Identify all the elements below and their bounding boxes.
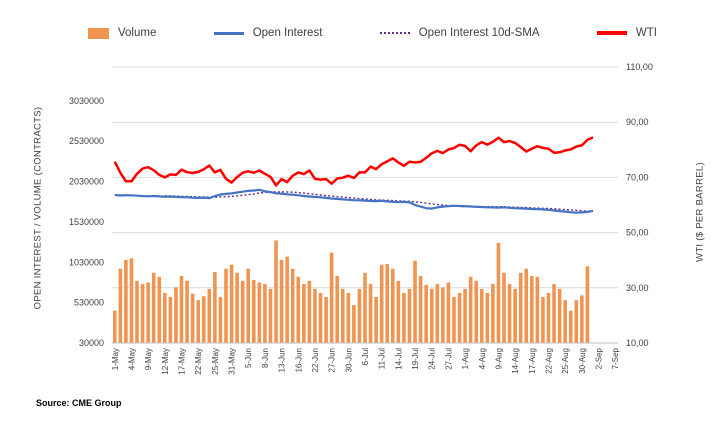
svg-text:22-Jun: 22-Jun: [311, 348, 320, 372]
legend: Volume Open Interest Open Interest 10d-S…: [88, 27, 657, 39]
right-axis-tick-labels: 110,00 90,00 70,00 50,00 30,00 10,00: [626, 62, 653, 348]
svg-text:10,00: 10,00: [626, 338, 649, 348]
wti-swatch: [596, 31, 627, 35]
svg-text:13-Jun: 13-Jun: [278, 348, 287, 372]
svg-text:17-Aug: 17-Aug: [528, 348, 537, 374]
svg-text:2030000: 2030000: [69, 177, 104, 187]
svg-text:11-Jul: 11-Jul: [378, 348, 387, 369]
svg-text:25-May: 25-May: [211, 348, 220, 375]
svg-text:30-Jun: 30-Jun: [344, 348, 353, 372]
svg-text:4-Aug: 4-Aug: [478, 348, 487, 369]
svg-text:4-May: 4-May: [128, 348, 137, 370]
svg-text:1530000: 1530000: [69, 217, 104, 227]
legend-item-open-interest: Open Interest: [213, 27, 323, 39]
svg-text:14-Aug: 14-Aug: [511, 348, 520, 374]
legend-label-wti: WTI: [635, 27, 657, 39]
svg-text:5-Jun: 5-Jun: [244, 348, 253, 368]
svg-text:8-Jun: 8-Jun: [261, 348, 270, 368]
svg-text:530000: 530000: [74, 298, 104, 308]
svg-text:19-Jul: 19-Jul: [411, 348, 420, 370]
open-interest-swatch: [213, 31, 244, 35]
svg-text:90,00: 90,00: [626, 117, 649, 127]
legend-label-sma: Open Interest 10d-SMA: [418, 27, 540, 39]
svg-text:31-May: 31-May: [228, 348, 237, 375]
svg-text:1-Aug: 1-Aug: [461, 348, 470, 369]
legend-item-volume: Volume: [88, 27, 156, 39]
svg-text:7-Sep: 7-Sep: [611, 347, 620, 369]
legend-label-volume: Volume: [118, 27, 157, 39]
svg-text:110,00: 110,00: [626, 62, 653, 72]
svg-text:9-May: 9-May: [144, 348, 153, 370]
svg-text:9-Aug: 9-Aug: [495, 348, 504, 369]
svg-text:1-May: 1-May: [111, 348, 120, 370]
svg-text:17-May: 17-May: [178, 348, 187, 375]
left-axis-tick-labels: 3030000 2530000 2030000 1530000 1030000 53000…: [69, 96, 104, 348]
svg-text:30000: 30000: [79, 338, 104, 348]
svg-text:1030000: 1030000: [69, 257, 104, 267]
legend-item-sma: Open Interest 10d-SMA: [379, 27, 540, 39]
svg-text:12-May: 12-May: [161, 348, 170, 375]
legend-label-open-interest: Open Interest: [252, 27, 323, 39]
svg-text:24-Jul: 24-Jul: [428, 348, 437, 370]
svg-text:30,00: 30,00: [626, 283, 649, 293]
svg-text:14-Jul: 14-Jul: [394, 348, 403, 370]
wti-line: [113, 136, 594, 187]
left-axis-title: OPEN INTEREST / VOLUME (CONTRACTS): [32, 106, 44, 310]
svg-text:70,00: 70,00: [626, 172, 649, 182]
svg-text:3030000: 3030000: [69, 96, 104, 106]
svg-text:50,00: 50,00: [626, 228, 649, 238]
svg-text:2530000: 2530000: [69, 136, 104, 146]
svg-text:16-Jun: 16-Jun: [294, 348, 303, 372]
svg-text:27-Jun: 27-Jun: [328, 348, 337, 372]
svg-text:2-Sep: 2-Sep: [595, 347, 604, 369]
x-axis-tick-labels: 1-May 4-May 9-May 12-May 17-May 22-May 25-May 3…: [111, 347, 620, 374]
svg-text:22-Aug: 22-Aug: [545, 348, 554, 374]
svg-text:6-Jul: 6-Jul: [361, 348, 370, 366]
right-axis-title: WTI ($ PER BARREL): [694, 162, 706, 262]
legend-item-wti: WTI: [596, 27, 657, 39]
volume-bars: [112, 240, 590, 343]
source-note: Source: CME Group: [36, 398, 122, 408]
svg-text:30-Aug: 30-Aug: [578, 348, 587, 374]
sma-swatch: [379, 32, 410, 34]
svg-text:22-May: 22-May: [194, 348, 203, 375]
open-interest-line: [114, 188, 594, 214]
svg-text:27-Jul: 27-Jul: [444, 348, 453, 370]
svg-text:25-Aug: 25-Aug: [561, 348, 570, 374]
volume-swatch: [88, 27, 109, 39]
